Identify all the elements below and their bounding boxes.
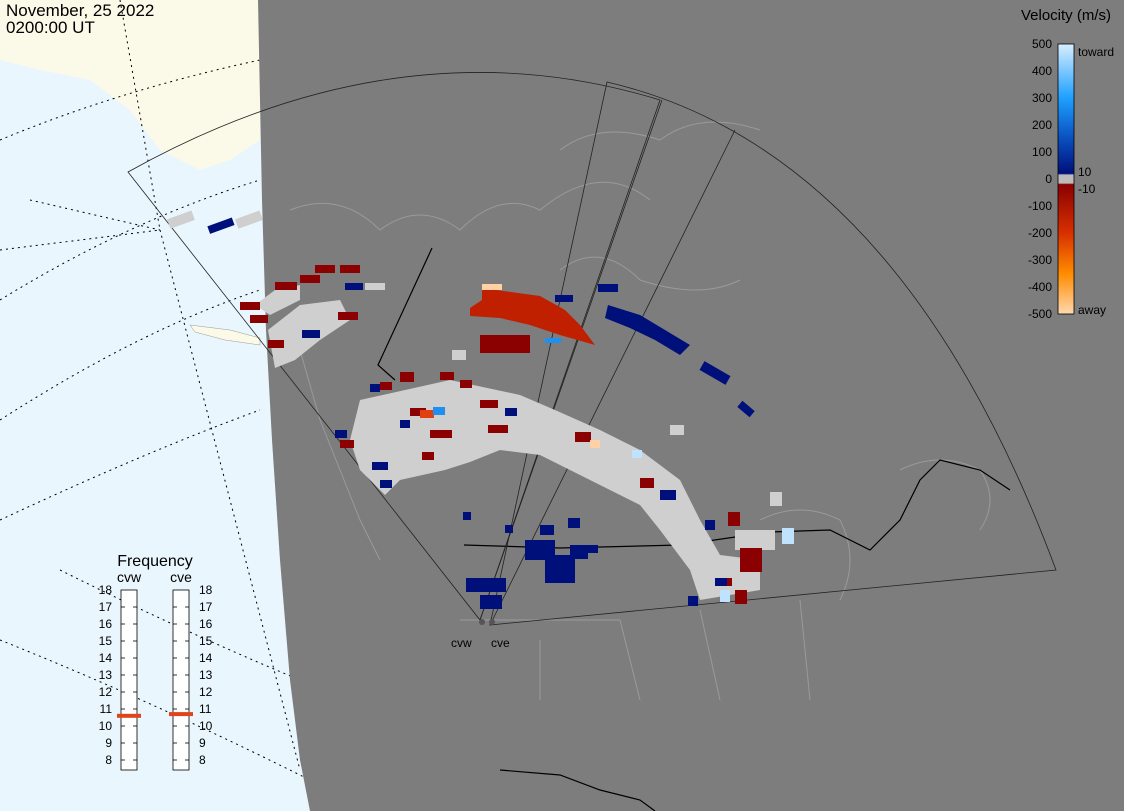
colorbar-gradient: [1057, 43, 1075, 315]
frequency-bar-cvw: [120, 589, 138, 771]
frequency-tick-label-right: 10: [199, 719, 213, 733]
frequency-title: Frequency: [117, 553, 193, 570]
frequency-marker-cvw: [117, 713, 141, 718]
colorbar-tick-label: -100: [1028, 199, 1052, 213]
frequency-tick-label-right: 8: [199, 753, 206, 767]
frequency-tick-label-left: 10: [99, 719, 113, 733]
frequency-tick-label-right: 16: [199, 617, 213, 631]
colorbar-label-away: away: [1078, 303, 1106, 317]
frequency-radar-cve: cve: [170, 569, 192, 585]
alaska-land: [0, 0, 260, 170]
colorbar-tick-label: 400: [1032, 64, 1052, 78]
strong-away-scatter: [420, 284, 600, 448]
radar-site-cvw: [479, 619, 485, 625]
frequency-tick-label-left: 18: [99, 583, 113, 597]
frequency-tick-label-left: 16: [99, 617, 113, 631]
frequency-tick-label-left: 9: [105, 736, 112, 750]
colorbar-tick-label: 100: [1032, 145, 1052, 159]
frequency-tick-label-left: 15: [99, 634, 113, 648]
colorbar-tick-label: 300: [1032, 91, 1052, 105]
light-toward-scatter: [433, 338, 794, 602]
colorbar-tick-label: -400: [1028, 280, 1052, 294]
frequency-tick-label-right: 12: [199, 685, 213, 699]
velocity-colorbar: Velocity (m/s) 500 400 300 200 100 0 -100 -200 -…: [1021, 7, 1114, 321]
radar-label-cvw: cvw: [451, 636, 472, 650]
frequency-tick-label-left: 11: [100, 702, 113, 716]
aleutian-land: [189, 324, 261, 346]
frequency-tick-label-left: 12: [99, 685, 113, 699]
frequency-tick-label-right: 14: [199, 651, 213, 665]
colorbar-tick-label: -300: [1028, 253, 1052, 267]
colorbar-tick-label: 0: [1045, 172, 1052, 186]
frequency-tick-label-left: 17: [99, 600, 113, 614]
frequency-tick-label-right: 9: [199, 736, 206, 750]
frequency-tick-label-right: 15: [199, 634, 213, 648]
colorbar-title: Velocity (m/s): [1021, 7, 1111, 24]
colorbar-tick-label: -200: [1028, 226, 1052, 240]
land-mass: [258, 0, 1124, 811]
colorbar-label-minus10: -10: [1078, 182, 1096, 196]
borders: [377, 247, 1011, 811]
map-date: November, 25 2022: [6, 1, 155, 20]
frequency-marker-cve: [169, 712, 193, 717]
colorbar-label-10: 10: [1078, 165, 1092, 179]
frequency-tick-label-left: 13: [99, 668, 113, 682]
frequency-tick-label-left: 14: [99, 651, 113, 665]
frequency-panel: Frequency cvw cve 18 18 17 17 16 16 15 15 14 14 13…: [99, 553, 213, 771]
colorbar-tick-label: 200: [1032, 118, 1052, 132]
radar-label-cve: cve: [491, 636, 510, 650]
toward-scatter: [207, 217, 755, 609]
colorbar-label-toward: toward: [1078, 45, 1114, 59]
frequency-bar-cve: [172, 589, 190, 771]
frequency-radar-cvw: cvw: [117, 569, 142, 585]
frequency-tick-label-right: 18: [199, 583, 213, 597]
colorbar-tick-label: -500: [1028, 307, 1052, 321]
frequency-tick-label-right: 17: [199, 600, 213, 614]
radar-site-cve: [489, 619, 495, 625]
frequency-tick-label-right: 13: [199, 668, 213, 682]
frequency-tick-label-right: 11: [199, 702, 212, 716]
colorbar-tick-label: 500: [1032, 37, 1052, 51]
map-time: 0200:00 UT: [6, 18, 95, 37]
frequency-tick-label-left: 8: [105, 753, 112, 767]
